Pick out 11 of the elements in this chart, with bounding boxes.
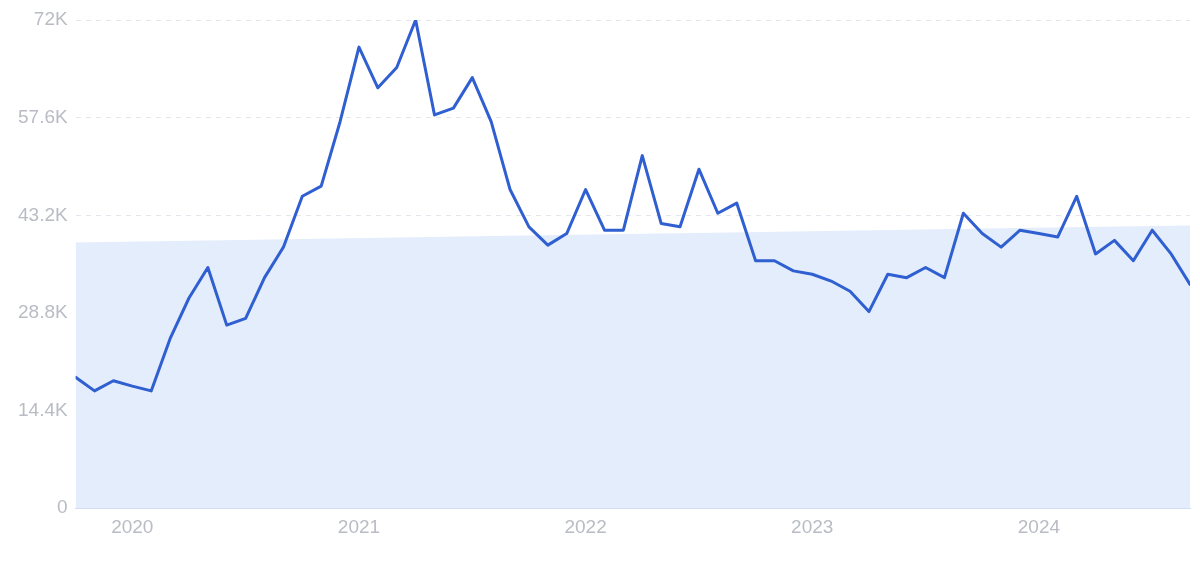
x-tick-label: 2023 [791,515,834,537]
x-tick-label: 2021 [337,515,381,537]
y-tick-label: 57.6K [18,105,68,127]
x-tick-label: 2024 [1017,515,1061,537]
y-tick-label: 43.2K [18,203,68,225]
x-tick-label: 2020 [111,515,154,537]
x-tick-label: 2022 [564,515,607,537]
y-tick-label: 0 [57,496,68,518]
y-tick-label: 14.4K [18,398,68,420]
y-tick-label: 28.8K [18,301,68,323]
y-tick-label: 72K [33,8,68,30]
